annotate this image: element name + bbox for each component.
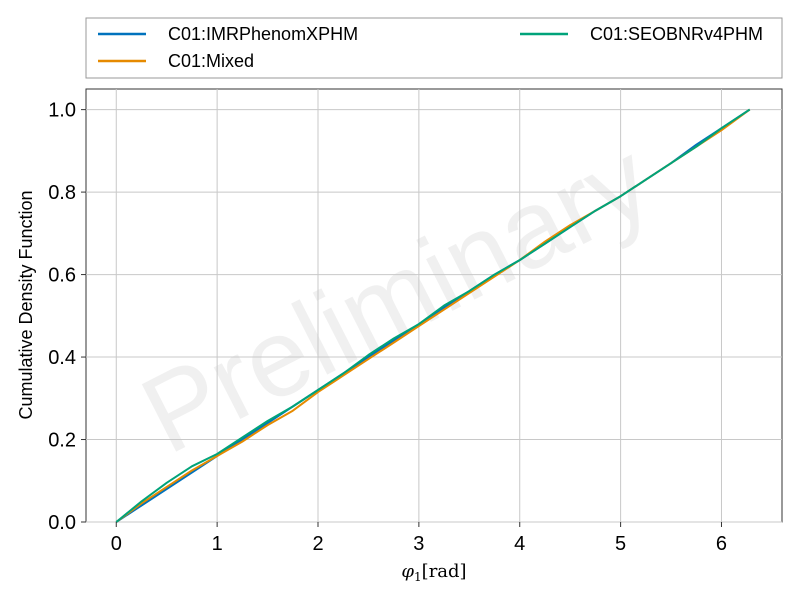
y-tick-label: 0.0 — [48, 512, 76, 534]
y-axis-label: Cumulative Density Function — [16, 190, 36, 419]
legend-label: C01:SEOBNRv4PHM — [590, 24, 763, 44]
y-tick-label: 0.4 — [48, 347, 76, 369]
x-axis-label-unit: [rad] — [422, 561, 467, 582]
series-line-3 — [115, 108, 751, 523]
axis-ticks: 0 1 2 3 4 5 6 0.0 0.2 0.4 0.6 0.8 1.0 — [48, 100, 727, 555]
x-axis-label-subscript: 1 — [414, 570, 422, 584]
y-tick-label: 0.8 — [48, 182, 76, 204]
legend-frame — [85, 17, 783, 79]
x-tick-label: 6 — [716, 533, 727, 555]
x-axis-label-symbol: φ — [401, 561, 414, 582]
plot-area — [85, 88, 783, 523]
grid-lines — [86, 89, 782, 523]
y-tick-label: 1.0 — [48, 100, 76, 122]
x-tick-label: 4 — [514, 533, 525, 555]
x-tick-label: 0 — [111, 533, 122, 555]
x-tick-label: 5 — [615, 533, 626, 555]
x-tick-label: 1 — [212, 533, 223, 555]
x-axis-label: φ1[rad] — [401, 561, 466, 584]
series-layer — [115, 108, 751, 523]
x-tick-label: 2 — [312, 533, 323, 555]
legend-label: C01:IMRPhenomXPHM — [168, 24, 358, 44]
y-tick-label: 0.6 — [48, 265, 76, 287]
legend-label: C01:Mixed — [168, 51, 254, 71]
x-tick-label: 3 — [413, 533, 424, 555]
y-tick-label: 0.2 — [48, 430, 76, 452]
legend: C01:IMRPhenomXPHM C01:Mixed C01:SEOBNRv4PH… — [85, 17, 783, 79]
